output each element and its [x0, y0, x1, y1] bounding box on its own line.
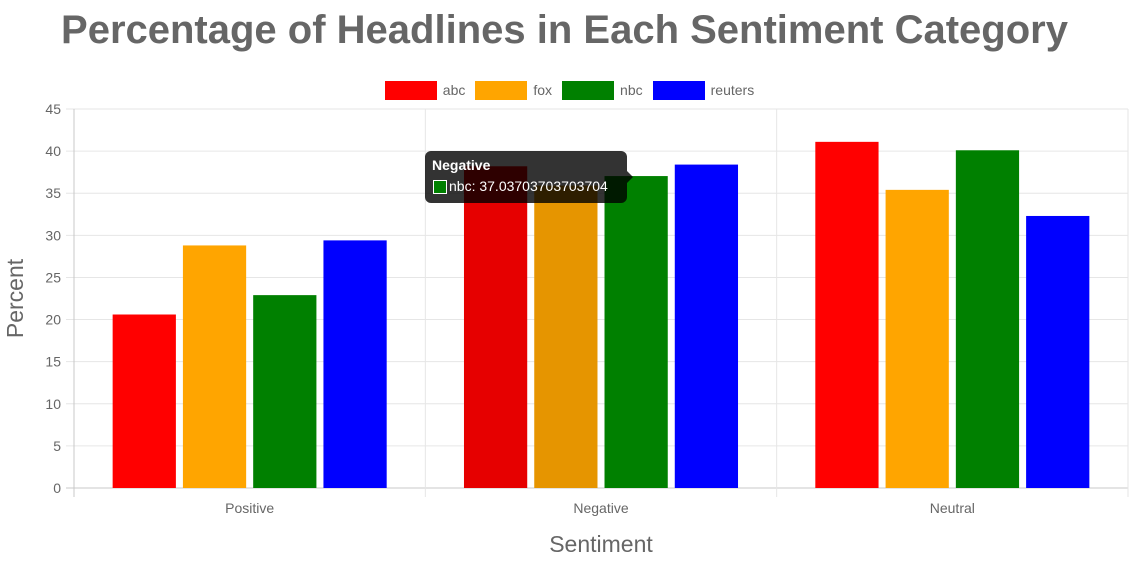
y-tick-label: 10: [45, 396, 61, 412]
x-axis-title: Sentiment: [549, 531, 653, 557]
legend-label: abc: [442, 82, 466, 98]
tooltip-body: nbc: 37.03703703703704: [449, 178, 608, 194]
bar-reuters-positive: [323, 240, 387, 488]
bar-fox-positive: [182, 245, 247, 488]
y-tick-label: 20: [45, 312, 61, 328]
legend-item-abc[interactable]: abc: [384, 80, 466, 100]
bar-abc-neutral: [815, 141, 879, 488]
y-tick-label: 30: [45, 227, 61, 243]
legend-label: reuters: [710, 82, 755, 98]
legend-label: nbc: [620, 82, 643, 98]
y-tick-label: 15: [45, 354, 61, 370]
y-tick-label: 5: [53, 438, 61, 454]
tooltip-caret: [627, 171, 633, 183]
bar-fox-negative: [534, 185, 598, 489]
bar-reuters-neutral: [1026, 215, 1090, 488]
legend-label: fox: [533, 82, 553, 98]
y-tick-label: 25: [45, 269, 61, 285]
bar-reuters-negative: [674, 164, 739, 488]
legend-swatch: [384, 80, 437, 100]
y-tick-label: 0: [53, 480, 61, 496]
bar-abc-positive: [112, 314, 176, 488]
bar-nbc-neutral: [955, 150, 1020, 488]
legend-item-reuters[interactable]: reuters: [652, 80, 755, 100]
bar-nbc-positive: [253, 295, 317, 488]
legend-item-nbc[interactable]: nbc: [562, 80, 643, 100]
legend-item-fox[interactable]: fox: [475, 80, 553, 100]
y-axis-title: Percent: [2, 258, 28, 338]
y-tick-label: 40: [45, 143, 61, 159]
legend-swatch: [652, 80, 705, 100]
x-tick-label: Positive: [225, 500, 274, 516]
bar-abc-negative: [463, 166, 528, 488]
x-tick-label: Negative: [573, 500, 628, 516]
tooltip-color-swatch: [433, 180, 447, 194]
bar-fox-neutral: [885, 189, 949, 488]
bar-nbc-negative: [604, 176, 668, 488]
legend-swatch: [475, 80, 528, 100]
chart-title: Percentage of Headlines in Each Sentimen…: [61, 8, 1068, 52]
y-tick-label: 35: [45, 185, 61, 201]
tooltip-title: Negative: [432, 157, 491, 173]
legend: abc fox nbc reuters: [0, 79, 1139, 101]
tooltip: Negative nbc: 37.03703703703704: [425, 151, 633, 203]
x-tick-label: Neutral: [930, 500, 975, 516]
legend-swatch: [562, 80, 615, 100]
y-tick-label: 45: [45, 101, 61, 117]
